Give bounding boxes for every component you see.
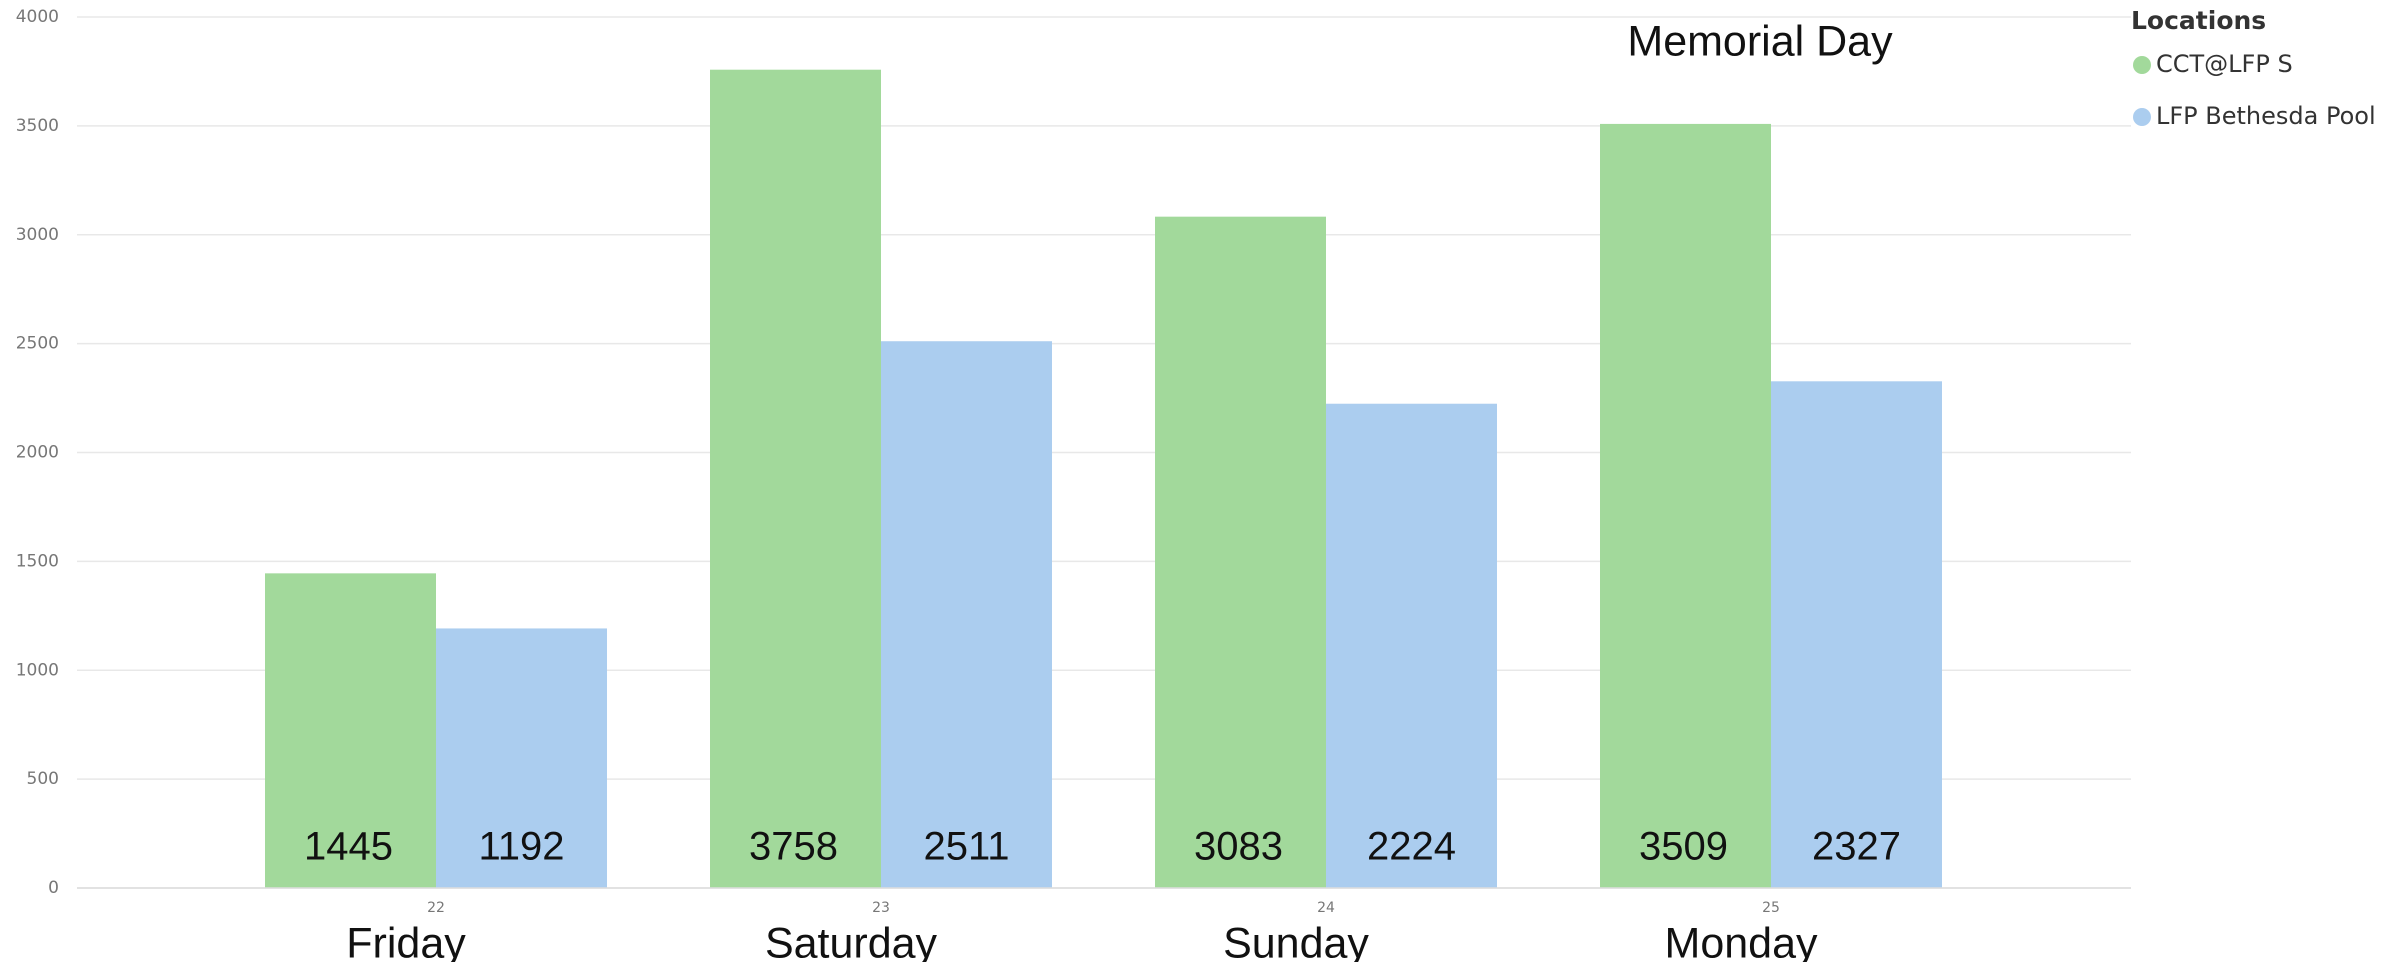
y-tick-label: 2500	[16, 334, 59, 354]
bar	[1155, 216, 1326, 888]
x-tick-label: 24	[1317, 900, 1335, 916]
legend-title: Locations	[2131, 6, 2266, 35]
y-tick-label: 500	[27, 769, 59, 789]
bar	[881, 341, 1052, 888]
y-tick-label: 4000	[16, 7, 59, 27]
data-label: 1192	[478, 825, 564, 869]
data-label: 3758	[749, 825, 838, 869]
x-tick-label: 23	[872, 900, 890, 916]
data-label: 2224	[1367, 825, 1456, 869]
legend-label: CCT@LFP S	[2156, 50, 2293, 78]
data-label: 3509	[1639, 825, 1728, 869]
data-label: 2327	[1812, 825, 1901, 869]
bar	[1771, 381, 1942, 888]
bar	[265, 573, 436, 888]
legend-marker	[2133, 108, 2151, 126]
data-label: 3083	[1194, 825, 1283, 869]
bar	[1326, 403, 1497, 888]
data-label: 1445	[304, 825, 393, 869]
bar	[1600, 123, 1771, 888]
y-tick-label: 1000	[16, 660, 59, 680]
day-label: Monday	[1665, 919, 1818, 962]
day-label: Saturday	[765, 919, 938, 962]
legend-marker	[2133, 56, 2151, 74]
bar	[436, 628, 607, 888]
x-tick-label: 25	[1762, 900, 1780, 916]
legend-label: LFP Bethesda Pool	[2156, 102, 2376, 130]
y-tick-label: 3000	[16, 225, 59, 245]
day-label: Sunday	[1223, 919, 1369, 962]
annotation: Memorial Day	[1627, 17, 1893, 65]
y-tick-label: 3500	[16, 116, 59, 136]
data-label: 2511	[923, 825, 1009, 869]
y-tick-label: 0	[48, 878, 59, 898]
bar	[710, 69, 881, 889]
y-tick-label: 1500	[16, 551, 59, 571]
day-label: Friday	[346, 919, 466, 962]
x-tick-label: 22	[427, 900, 445, 916]
y-tick-label: 2000	[16, 443, 59, 463]
